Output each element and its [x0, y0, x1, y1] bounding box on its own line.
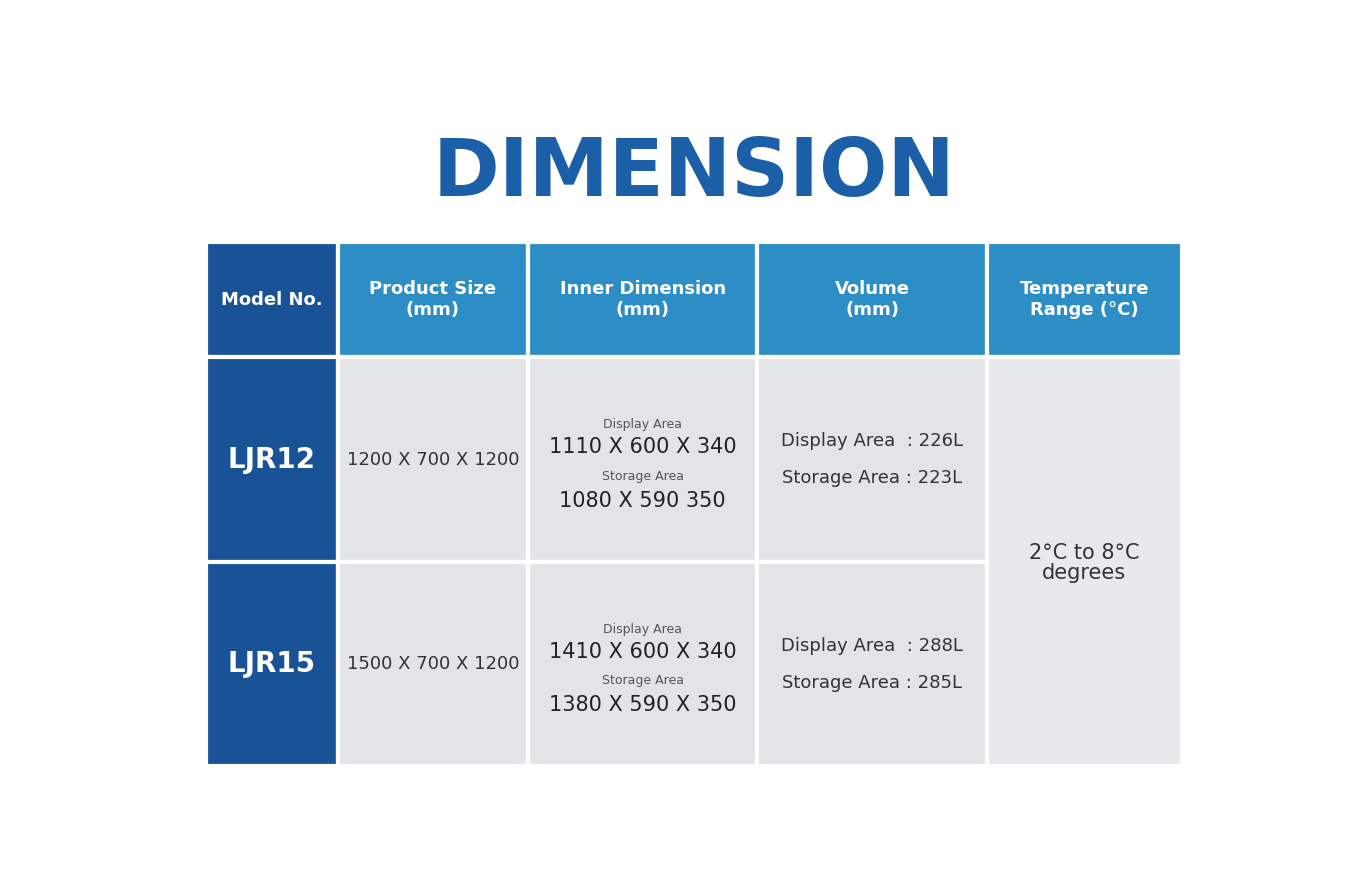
Bar: [528, 242, 757, 358]
Bar: [987, 358, 1182, 766]
Text: Storage Area: Storage Area: [601, 470, 684, 483]
Bar: [206, 242, 337, 358]
Text: 1110 X 600 X 340: 1110 X 600 X 340: [548, 437, 737, 457]
Text: degrees: degrees: [1043, 564, 1127, 583]
Text: Model No.: Model No.: [221, 290, 322, 309]
Text: Storage Area: Storage Area: [601, 674, 684, 687]
Text: 1380 X 590 X 350: 1380 X 590 X 350: [548, 695, 737, 715]
Bar: [337, 562, 528, 766]
Text: Display Area: Display Area: [603, 623, 682, 636]
Text: 1500 X 700 X 1200: 1500 X 700 X 1200: [347, 655, 519, 673]
Text: Volume
(mm): Volume (mm): [834, 280, 910, 319]
Text: Inner Dimension
(mm): Inner Dimension (mm): [559, 280, 726, 319]
Text: 1200 X 700 X 1200: 1200 X 700 X 1200: [347, 451, 519, 469]
Bar: [528, 358, 757, 562]
Bar: [757, 242, 987, 358]
Text: Product Size
(mm): Product Size (mm): [370, 280, 497, 319]
Text: LJR15: LJR15: [227, 650, 315, 678]
Text: 2°C to 8°C: 2°C to 8°C: [1029, 543, 1140, 563]
Text: Display Area: Display Area: [603, 418, 682, 431]
Bar: [337, 242, 528, 358]
Text: DIMENSION: DIMENSION: [432, 135, 956, 213]
Bar: [757, 562, 987, 766]
Text: 1410 X 600 X 340: 1410 X 600 X 340: [548, 642, 737, 662]
Text: Storage Area : 223L: Storage Area : 223L: [783, 470, 963, 487]
Text: Storage Area : 285L: Storage Area : 285L: [783, 674, 963, 692]
Bar: [528, 562, 757, 766]
Text: Temperature
Range (°C): Temperature Range (°C): [1020, 280, 1150, 319]
Text: 1080 X 590 350: 1080 X 590 350: [559, 490, 726, 511]
Bar: [757, 358, 987, 562]
Bar: [206, 358, 337, 562]
Text: Display Area  : 288L: Display Area : 288L: [781, 637, 963, 655]
Bar: [987, 242, 1182, 358]
Bar: [206, 562, 337, 766]
Text: LJR12: LJR12: [227, 445, 315, 474]
Bar: [337, 358, 528, 562]
Text: Display Area  : 226L: Display Area : 226L: [781, 432, 963, 451]
